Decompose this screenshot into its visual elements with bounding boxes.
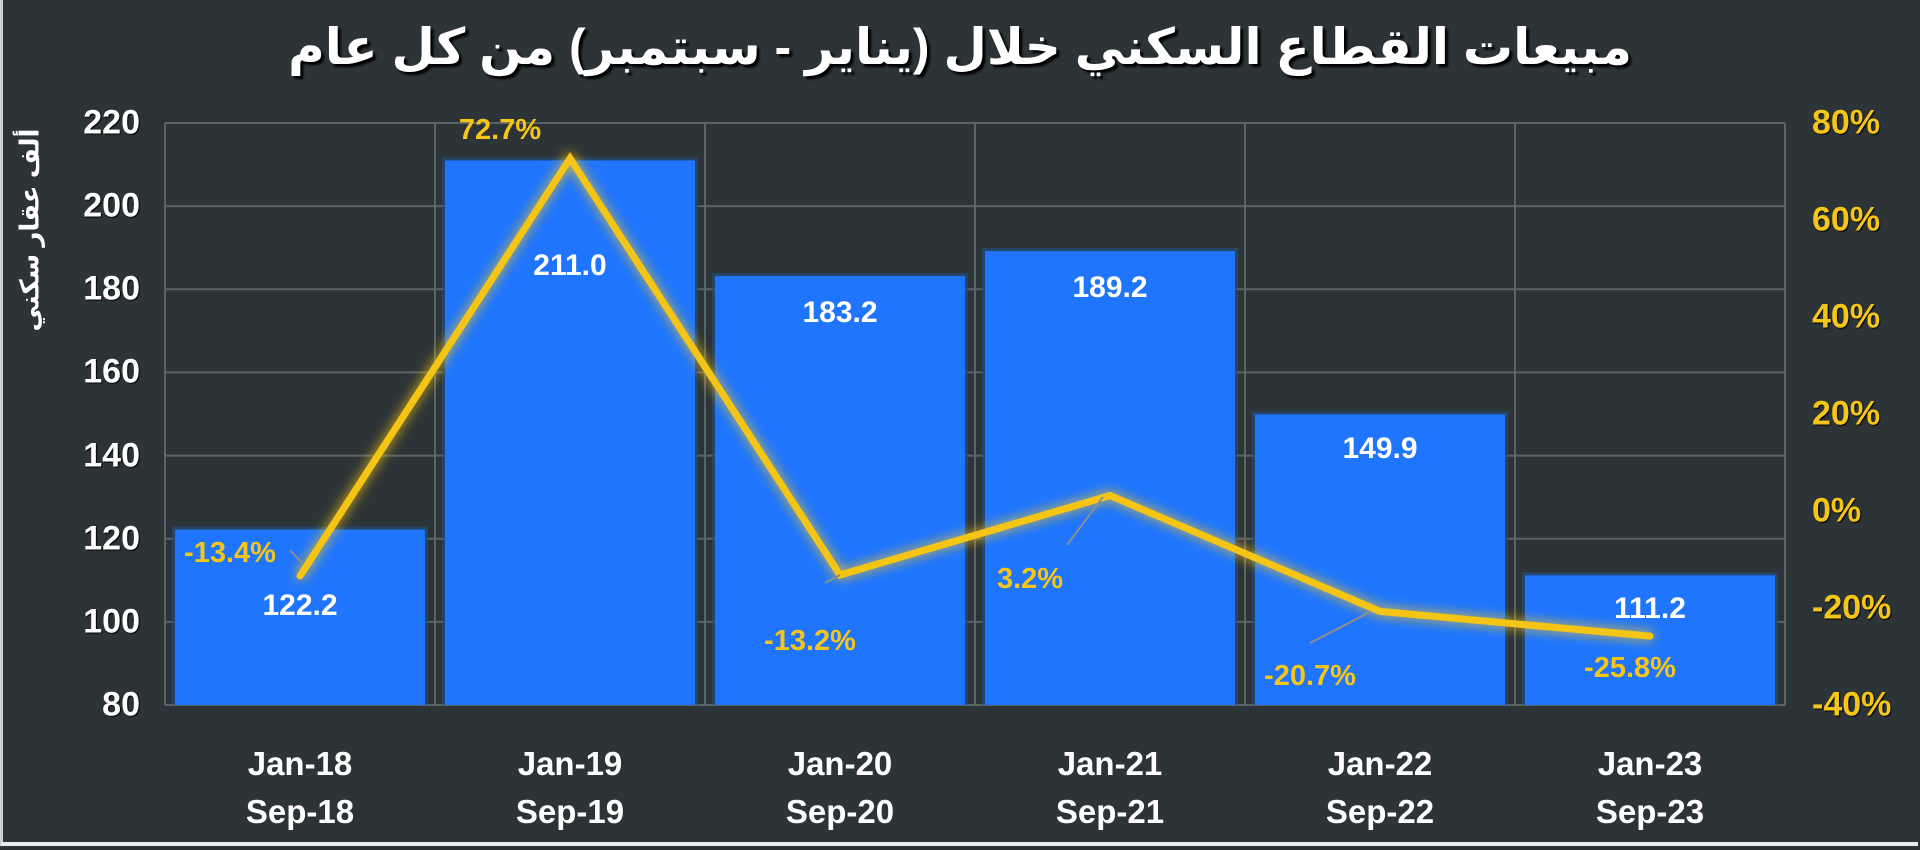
y-left-tick: 200 [83,186,140,225]
data-labels: 122.2 211.0 183.2 189.2 149.9 111.2 -13.4% 72.7… [184,114,1686,692]
y-right-tick: -20% [1812,588,1892,627]
bar-value-label: 122.2 [262,589,337,622]
bar-5 [1525,575,1775,705]
pct-change-label: 3.2% [997,563,1063,595]
bar-value-label: 211.0 [533,249,606,282]
x-tick: Jan-19 Sep-19 [515,745,625,830]
bar-value-label: 111.2 [1614,592,1686,625]
bar-2 [715,275,965,705]
y-right-tick: 80% [1812,103,1881,142]
pct-change-label: 72.7% [459,114,541,146]
chart-title: مبيعات القطاع السكني خلال (يناير - سبتمب… [288,19,1632,75]
x-tick: Jan-23 Sep-23 [1595,745,1705,830]
bar-series [172,157,1778,706]
x-tick: Jan-21 Sep-21 [1055,745,1165,830]
bar-0 [175,529,425,705]
y-left-tick: 80 [102,685,140,724]
bar-value-label: 189.2 [1072,271,1147,304]
y-left-tick: 180 [83,269,140,308]
y-right-tick: -40% [1812,685,1892,724]
x-tick: Jan-20 Sep-20 [785,745,895,830]
y-right-tick: 40% [1812,297,1881,336]
yoy-line [296,151,1654,640]
pct-change-label: -13.2% [764,625,856,657]
bar-value-label: 183.2 [802,296,877,329]
y-left-tick: 120 [83,519,140,558]
bar-3 [985,251,1235,706]
pct-change-label: -20.7% [1264,660,1356,692]
x-tick: Jan-22 Sep-22 [1325,745,1435,830]
bar-1 [445,160,695,705]
bar-value-label: 149.9 [1342,432,1417,465]
x-tick: Jan-18 Sep-18 [245,745,355,830]
bar-4 [1255,414,1505,705]
line-series [296,151,1654,640]
pct-change-label: -25.8% [1584,652,1676,684]
y-right-tick: 20% [1812,394,1881,433]
y-left-tick: 140 [83,436,140,475]
y-left-tick: 160 [83,352,140,391]
y-left-tick: 220 [83,103,140,142]
y-right-tick: 60% [1812,200,1881,239]
y-right-tick: 0% [1812,491,1862,530]
y-left-tick: 100 [83,602,140,641]
pct-change-label: -13.4% [184,537,276,569]
